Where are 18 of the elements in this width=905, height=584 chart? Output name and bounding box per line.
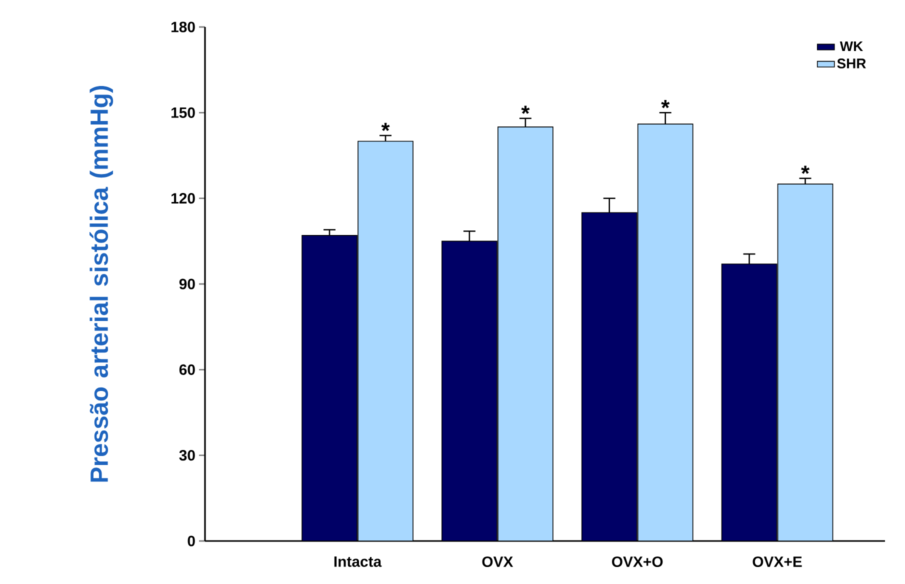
y-axis-title: Pressão arterial sistólica (mmHg) bbox=[90, 86, 114, 482]
legend-label: WK bbox=[840, 41, 863, 52]
y-tick-label: 150 bbox=[172, 107, 195, 118]
y-tick-label: 90 bbox=[179, 278, 195, 290]
x-tick-label: OVX+O bbox=[612, 556, 663, 568]
x-tick-label: Intacta bbox=[334, 556, 382, 567]
x-tick-label: OVX bbox=[482, 556, 514, 568]
annotation: * bbox=[381, 122, 390, 132]
y-tick-label: 180 bbox=[172, 22, 195, 32]
y-tick-label: 30 bbox=[179, 450, 195, 461]
y-tick-label: 0 bbox=[188, 536, 195, 546]
x-tick-label: OVX+E bbox=[752, 556, 802, 568]
annotation: * bbox=[521, 106, 530, 114]
annotation: * bbox=[661, 100, 670, 108]
y-tick-label: 60 bbox=[179, 364, 195, 375]
annotation: * bbox=[801, 166, 810, 174]
y-tick-label: 120 bbox=[172, 193, 195, 204]
legend-label: SHR bbox=[837, 58, 866, 68]
